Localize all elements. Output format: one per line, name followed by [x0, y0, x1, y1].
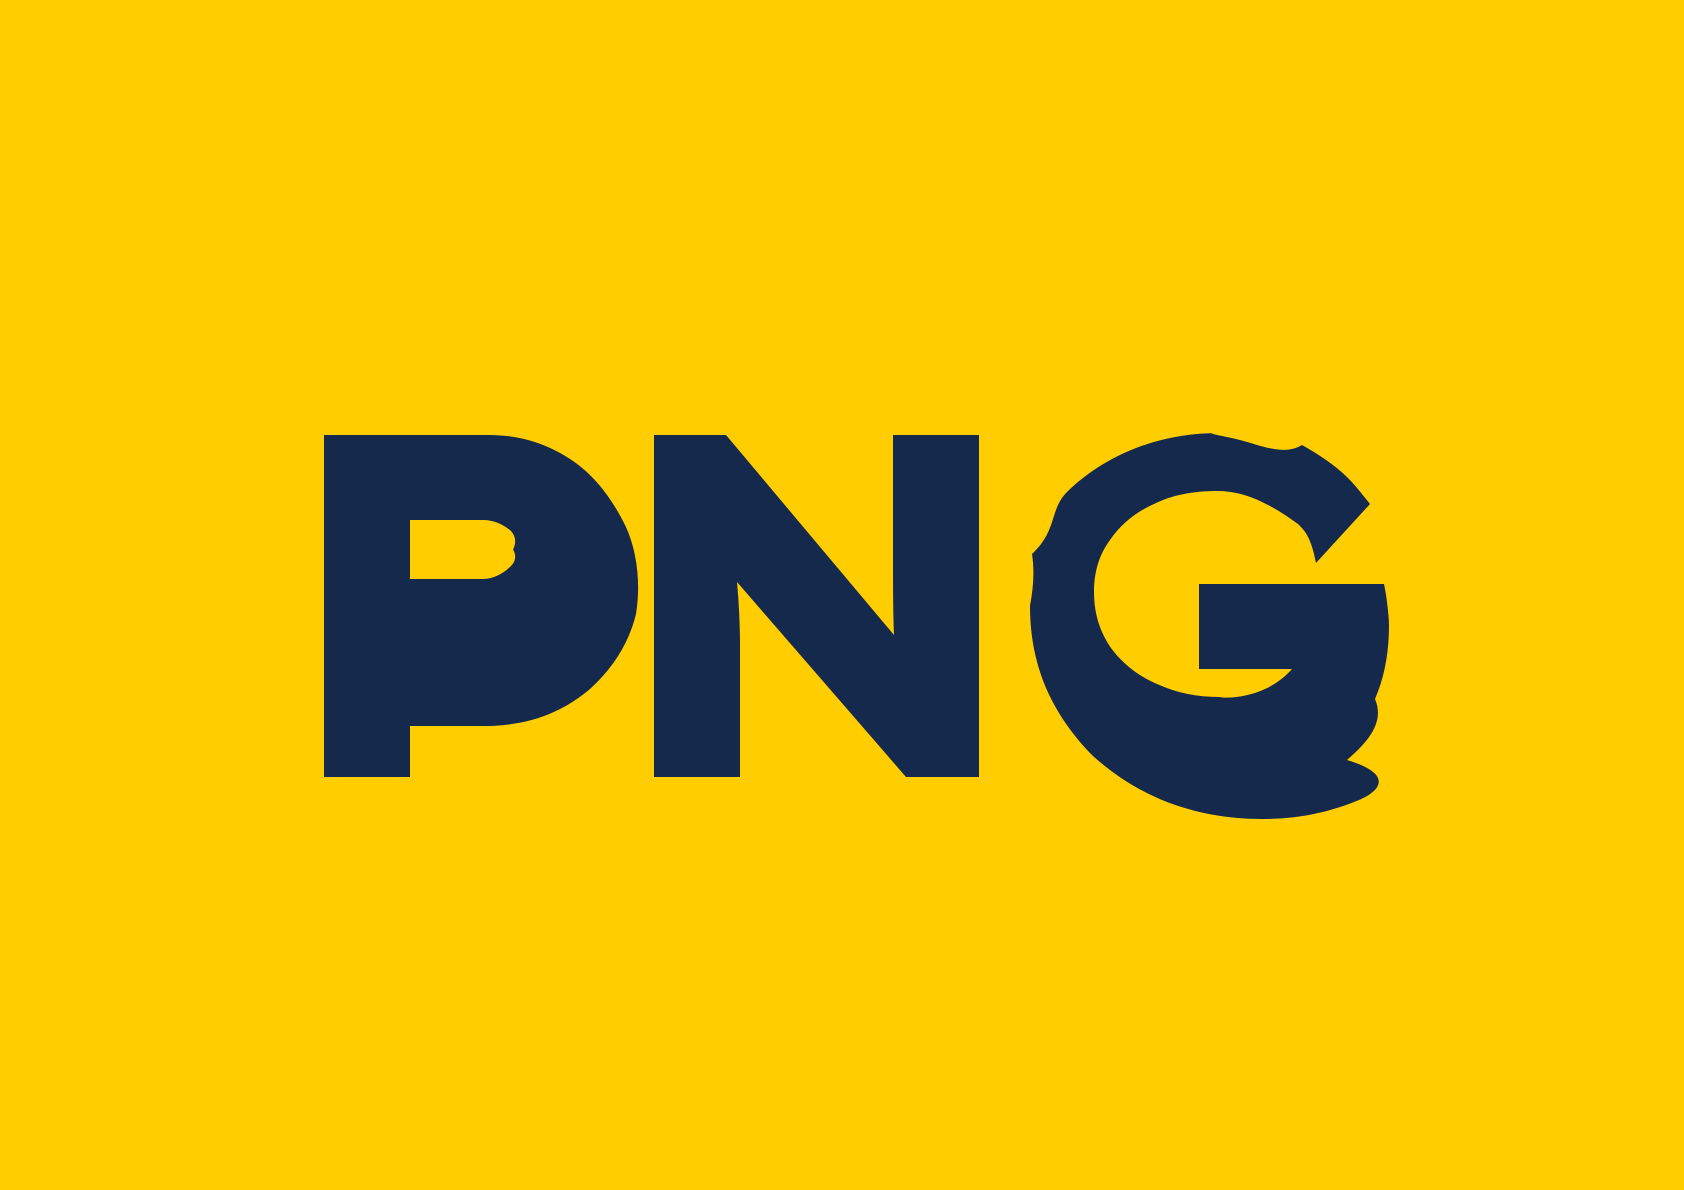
letter-n: [654, 435, 979, 777]
letter-g: [1030, 433, 1389, 819]
letter-p: [324, 435, 639, 777]
